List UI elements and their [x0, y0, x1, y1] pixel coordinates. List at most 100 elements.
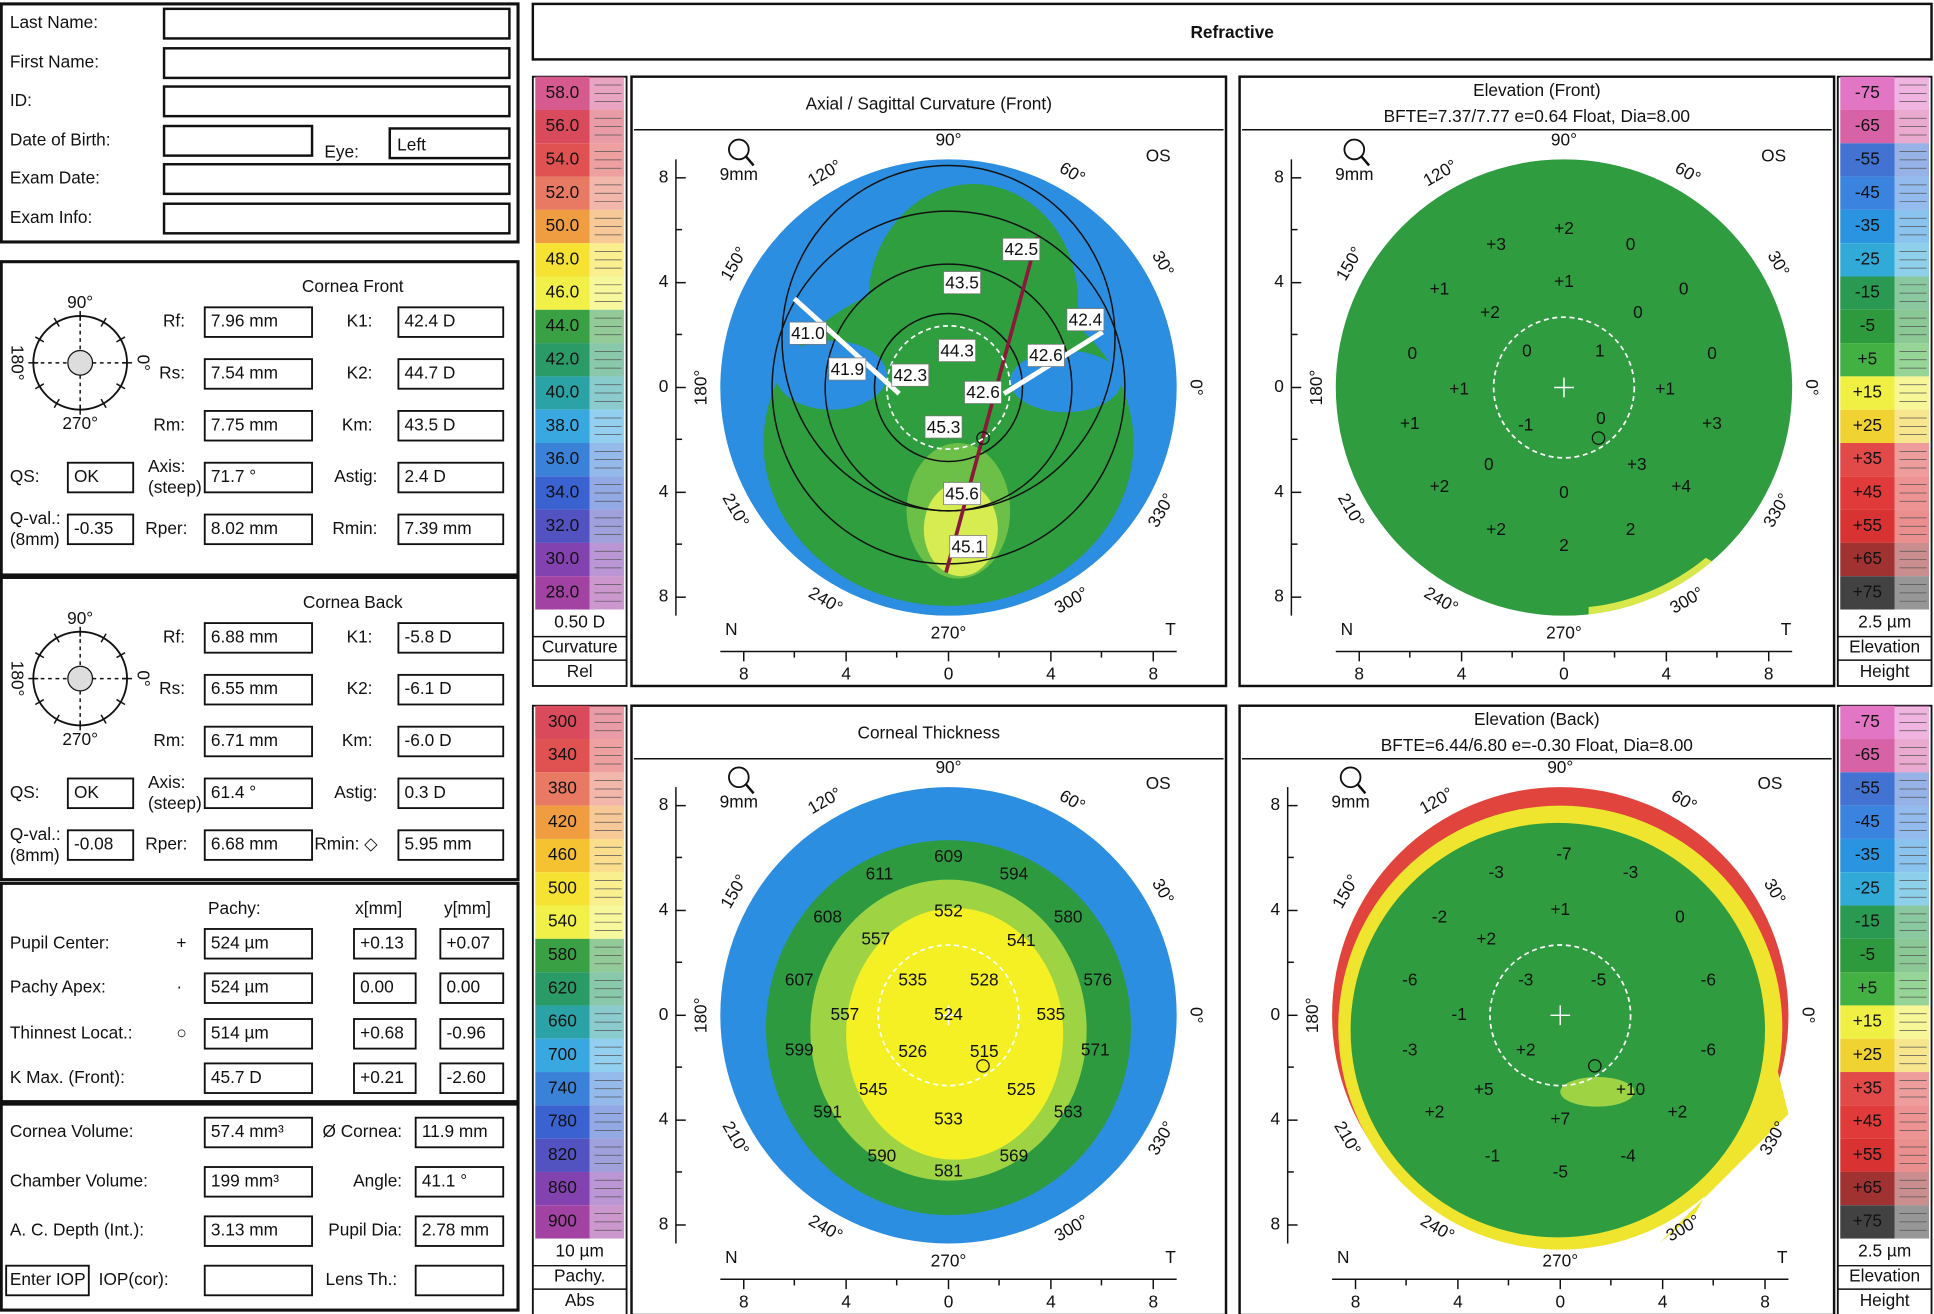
diagram-angle: 180°: [7, 661, 27, 697]
map-yellow-wedge: [1658, 1064, 1789, 1244]
y-tick-label: 4: [659, 1109, 669, 1129]
value-box: [353, 972, 417, 1004]
scale-cell: [1840, 805, 1895, 839]
field-label: Lens Th.:: [326, 1269, 398, 1289]
map-value: +2: [1486, 519, 1506, 539]
field-label: Chamber Volume:: [10, 1170, 148, 1190]
field-label: Rs:: [159, 362, 185, 382]
scale-label: 860: [548, 1177, 577, 1197]
scale-label: +65: [1853, 1177, 1882, 1197]
value-box: [203, 358, 313, 390]
diagram-tick: [100, 714, 107, 724]
thinnest-marker: [1588, 1059, 1602, 1073]
value-tag: [938, 339, 977, 362]
scale-cell: [535, 805, 590, 839]
scale-label: 28.0: [546, 581, 580, 601]
value-box: [66, 829, 135, 861]
temporal-label: T: [1165, 1247, 1176, 1267]
angle-label: 0°: [1798, 1007, 1818, 1024]
scale-label: +45: [1853, 482, 1882, 502]
map-value: 2: [1626, 519, 1636, 539]
map-value: 42.4: [1069, 309, 1103, 329]
angle-label: 180°: [1306, 370, 1326, 406]
scale-cell: [535, 1205, 590, 1239]
map-value: +2: [1554, 218, 1574, 238]
field-label: (steep): [148, 793, 202, 813]
field-label: Axis:: [148, 772, 185, 792]
y-tick-label: 8: [1274, 166, 1284, 186]
scale-cell: [535, 243, 590, 277]
y-tick-label: 4: [1274, 481, 1284, 501]
map-value: 535: [898, 969, 927, 989]
map-value: 591: [813, 1101, 842, 1121]
field-value: -0.35: [74, 518, 113, 538]
field-value: 0.3 D: [405, 782, 446, 802]
eye-label: Eye:: [324, 142, 359, 162]
map-value: 42.3: [893, 365, 927, 385]
field-value: 6.88 mm: [211, 626, 278, 646]
thinnest-marker: [976, 431, 990, 445]
field-label: ·: [176, 977, 182, 997]
field-value: 2.4 D: [405, 466, 446, 486]
angle-label: 180°: [1302, 997, 1322, 1033]
map-ring: [873, 312, 1024, 463]
value-box: [397, 461, 505, 494]
map-value: +2: [1516, 1040, 1536, 1060]
field-label: Rf:: [163, 311, 185, 331]
field-value: 41.1 °: [422, 1170, 467, 1190]
y-tick-label: 4: [1274, 271, 1284, 291]
field-label: Rper:: [145, 834, 187, 854]
map-yellow-edge: [1588, 557, 1712, 615]
scale-cell: [535, 76, 590, 110]
field-value: +0.13: [360, 932, 404, 952]
value-box: [203, 829, 313, 861]
scale-label: 460: [548, 844, 577, 864]
field-value: -0.08: [74, 834, 113, 854]
diagram-tick: [53, 317, 60, 327]
y-tick-label: 0: [1271, 1004, 1281, 1024]
map-lightgreen: [1560, 1076, 1635, 1107]
map-value: 41.9: [831, 359, 865, 379]
map-value: +3: [1486, 234, 1506, 254]
diagram-angle: 90°: [67, 608, 93, 628]
field-value: 7.75 mm: [211, 414, 278, 434]
angle-label: 90°: [935, 129, 961, 149]
value-box: [203, 513, 313, 546]
scale-cell: [1840, 376, 1895, 410]
y-tick-label: 4: [659, 481, 669, 501]
value-tag: [789, 321, 827, 345]
map-value: 515: [970, 1041, 999, 1061]
map-value: 0: [1596, 408, 1606, 428]
diagram-tick: [116, 383, 126, 390]
scale-cell: [1840, 772, 1895, 806]
field-box: [162, 124, 314, 157]
map-value: 0: [1484, 454, 1494, 474]
zoom-icon-handle: [1360, 156, 1371, 167]
map-value: 44.3: [940, 340, 974, 360]
map-value: -7: [1556, 844, 1571, 864]
header-title: Refractive: [1190, 22, 1273, 42]
map-value: 599: [785, 1040, 814, 1060]
temporal-label: T: [1165, 619, 1176, 639]
eye-box: [388, 127, 511, 160]
value-box: [353, 928, 417, 960]
scale-name: Pachy.: [554, 1265, 605, 1285]
scale-cell: [1840, 309, 1895, 344]
map-value: 569: [999, 1146, 1028, 1166]
scale-cell: [1840, 1072, 1895, 1106]
field-label: (steep): [148, 477, 202, 497]
scale-mode: Abs: [565, 1290, 595, 1310]
scale-cell: [1840, 972, 1895, 1006]
map-value: +5: [1474, 1079, 1494, 1099]
map-value: 526: [898, 1041, 927, 1061]
value-box: [203, 1215, 313, 1247]
map-subtitle: BFTE=6.44/6.80 e=-0.30 Float, Dia=8.00: [1381, 735, 1693, 755]
field-value: 7.39 mm: [405, 518, 472, 538]
diagram-pupil: [67, 349, 94, 376]
map-value: 608: [813, 906, 842, 926]
diagram-angle: 90°: [67, 292, 93, 312]
scale-unit: 2.5 µm: [1858, 612, 1911, 632]
map-ring: [781, 164, 1116, 512]
angle-label: 0°: [1187, 1007, 1207, 1024]
